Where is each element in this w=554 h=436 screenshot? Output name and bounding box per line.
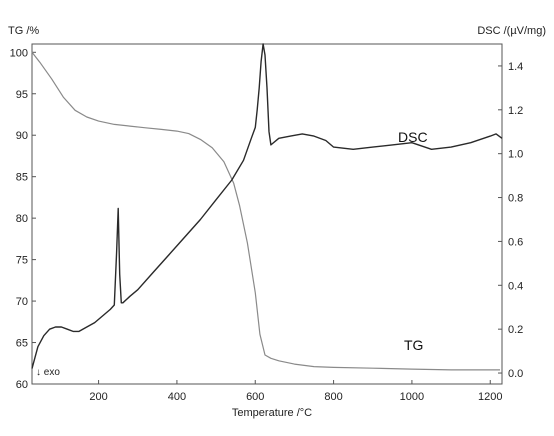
x-tick-label: 800 — [324, 391, 342, 403]
x-tick-label: 1200 — [478, 391, 502, 403]
right-tick-label: 0.2 — [508, 324, 523, 336]
left-axis-title: TG /% — [8, 25, 39, 37]
left-tick-label: 75 — [16, 255, 28, 267]
left-tick-label: 90 — [16, 130, 28, 142]
dsc-series-line — [31, 43, 503, 369]
left-tick-label: 65 — [16, 338, 28, 350]
x-tick-label: 200 — [89, 391, 107, 403]
tg-series-line — [31, 51, 500, 371]
right-axis-title: DSC /(µV/mg) — [477, 25, 546, 37]
x-tick-label: 400 — [168, 391, 186, 403]
plot-border — [31, 43, 503, 385]
left-tick-label: 80 — [16, 213, 28, 225]
right-tick-label: 1.0 — [508, 149, 523, 161]
x-tick-label: 1000 — [400, 391, 424, 403]
left-tick-label: 60 — [16, 379, 28, 391]
right-axis: 0.0 0.2 0.4 0.6 0.8 1.0 1.2 1.4 — [498, 61, 523, 380]
x-axis-title: Temperature /°C — [232, 407, 312, 419]
dsc-series-label: DSC — [398, 129, 428, 145]
x-axis: 200 400 600 800 1000 1200 — [89, 380, 502, 403]
right-tick-label: 0.6 — [508, 236, 523, 248]
plot-frame — [31, 43, 503, 385]
exo-annotation: ↓ exo — [36, 367, 60, 378]
right-tick-label: 1.4 — [508, 61, 523, 73]
right-tick-label: 0.4 — [508, 280, 523, 292]
right-tick-label: 0.0 — [508, 368, 523, 380]
tg-series-label: TG — [404, 337, 423, 353]
right-tick-label: 0.8 — [508, 193, 523, 205]
left-tick-label: 85 — [16, 172, 28, 184]
left-tick-label: 70 — [16, 296, 28, 308]
left-tick-label: 95 — [16, 89, 28, 101]
left-tick-label: 100 — [10, 47, 28, 59]
x-tick-label: 600 — [246, 391, 264, 403]
right-tick-label: 1.2 — [508, 105, 523, 117]
series-lines — [31, 43, 503, 371]
